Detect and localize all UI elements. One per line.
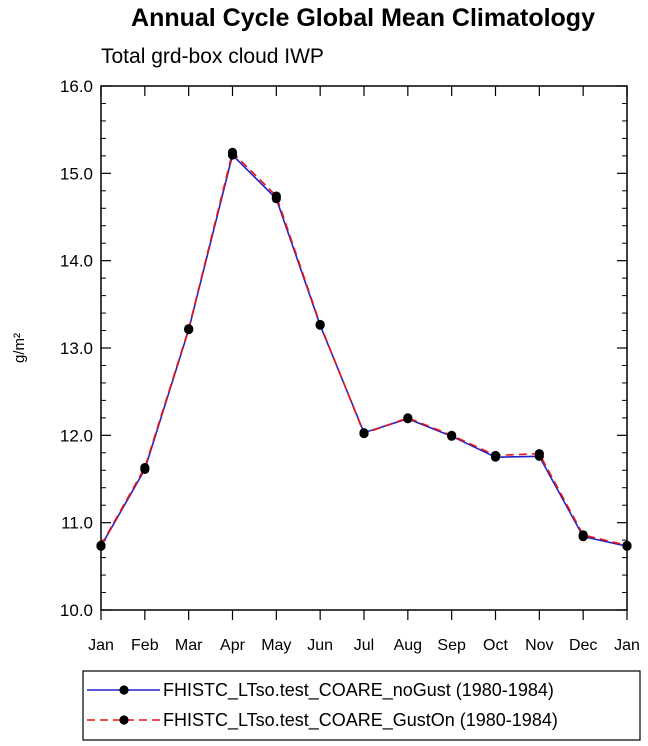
x-tick-label: Apr: [220, 637, 246, 654]
series-2-point: [96, 540, 106, 550]
legend-box: [82, 670, 641, 741]
series-2-point: [227, 147, 238, 157]
series-2-point: [271, 191, 281, 201]
y-tick-label: 15.0: [60, 164, 93, 183]
legend-label-1: FHISTC_LTso.test_COARE_noGust (1980-1984…: [163, 680, 554, 701]
series-2-point: [140, 463, 150, 473]
x-tick-label: Feb: [131, 637, 159, 654]
y-tick-label: 10.0: [60, 601, 93, 620]
y-axis-label: g/m²: [11, 333, 28, 363]
x-tick-label: Jan: [614, 637, 640, 654]
legend-label-2: FHISTC_LTso.test_COARE_GustOn (1980-1984…: [163, 710, 558, 731]
x-tick-label: Jun: [307, 637, 333, 654]
x-tick-label: Sep: [437, 637, 466, 654]
series-2-point: [578, 530, 588, 540]
series-2-point: [359, 428, 369, 439]
x-tick-label: May: [261, 637, 291, 654]
x-tick-label: Oct: [483, 637, 508, 654]
x-tick-label: Dec: [569, 637, 597, 654]
y-tick-label: 14.0: [60, 252, 93, 271]
series-2-point: [184, 324, 194, 334]
series-2-point: [490, 450, 501, 461]
series-line-2: [100, 150, 628, 547]
series-2-point: [315, 319, 325, 330]
y-tick-label: 11.0: [61, 514, 93, 533]
plot-frame: [100, 85, 628, 611]
y-tick-label: 16.0: [60, 77, 93, 96]
x-tick-label: Jan: [88, 637, 114, 654]
chart-title: Annual Cycle Global Mean Climatology: [131, 4, 595, 32]
chart-subtitle: Total grd-box cloud IWP: [101, 45, 324, 68]
series-2-point: [403, 413, 413, 423]
x-tick-label: Mar: [175, 637, 203, 654]
legend-marker-1: [119, 685, 129, 695]
series-2-point: [534, 449, 544, 459]
x-tick-label: Jul: [354, 637, 374, 654]
y-tick-label: 12.0: [60, 426, 93, 445]
legend-marker-2: [119, 715, 129, 725]
y-tick-label: 13.0: [60, 339, 93, 358]
series-2-point: [622, 540, 632, 550]
series-line-1: [100, 153, 628, 547]
x-tick-label: Nov: [525, 637, 553, 654]
series-2-point: [447, 430, 457, 440]
x-tick-label: Aug: [394, 637, 422, 654]
